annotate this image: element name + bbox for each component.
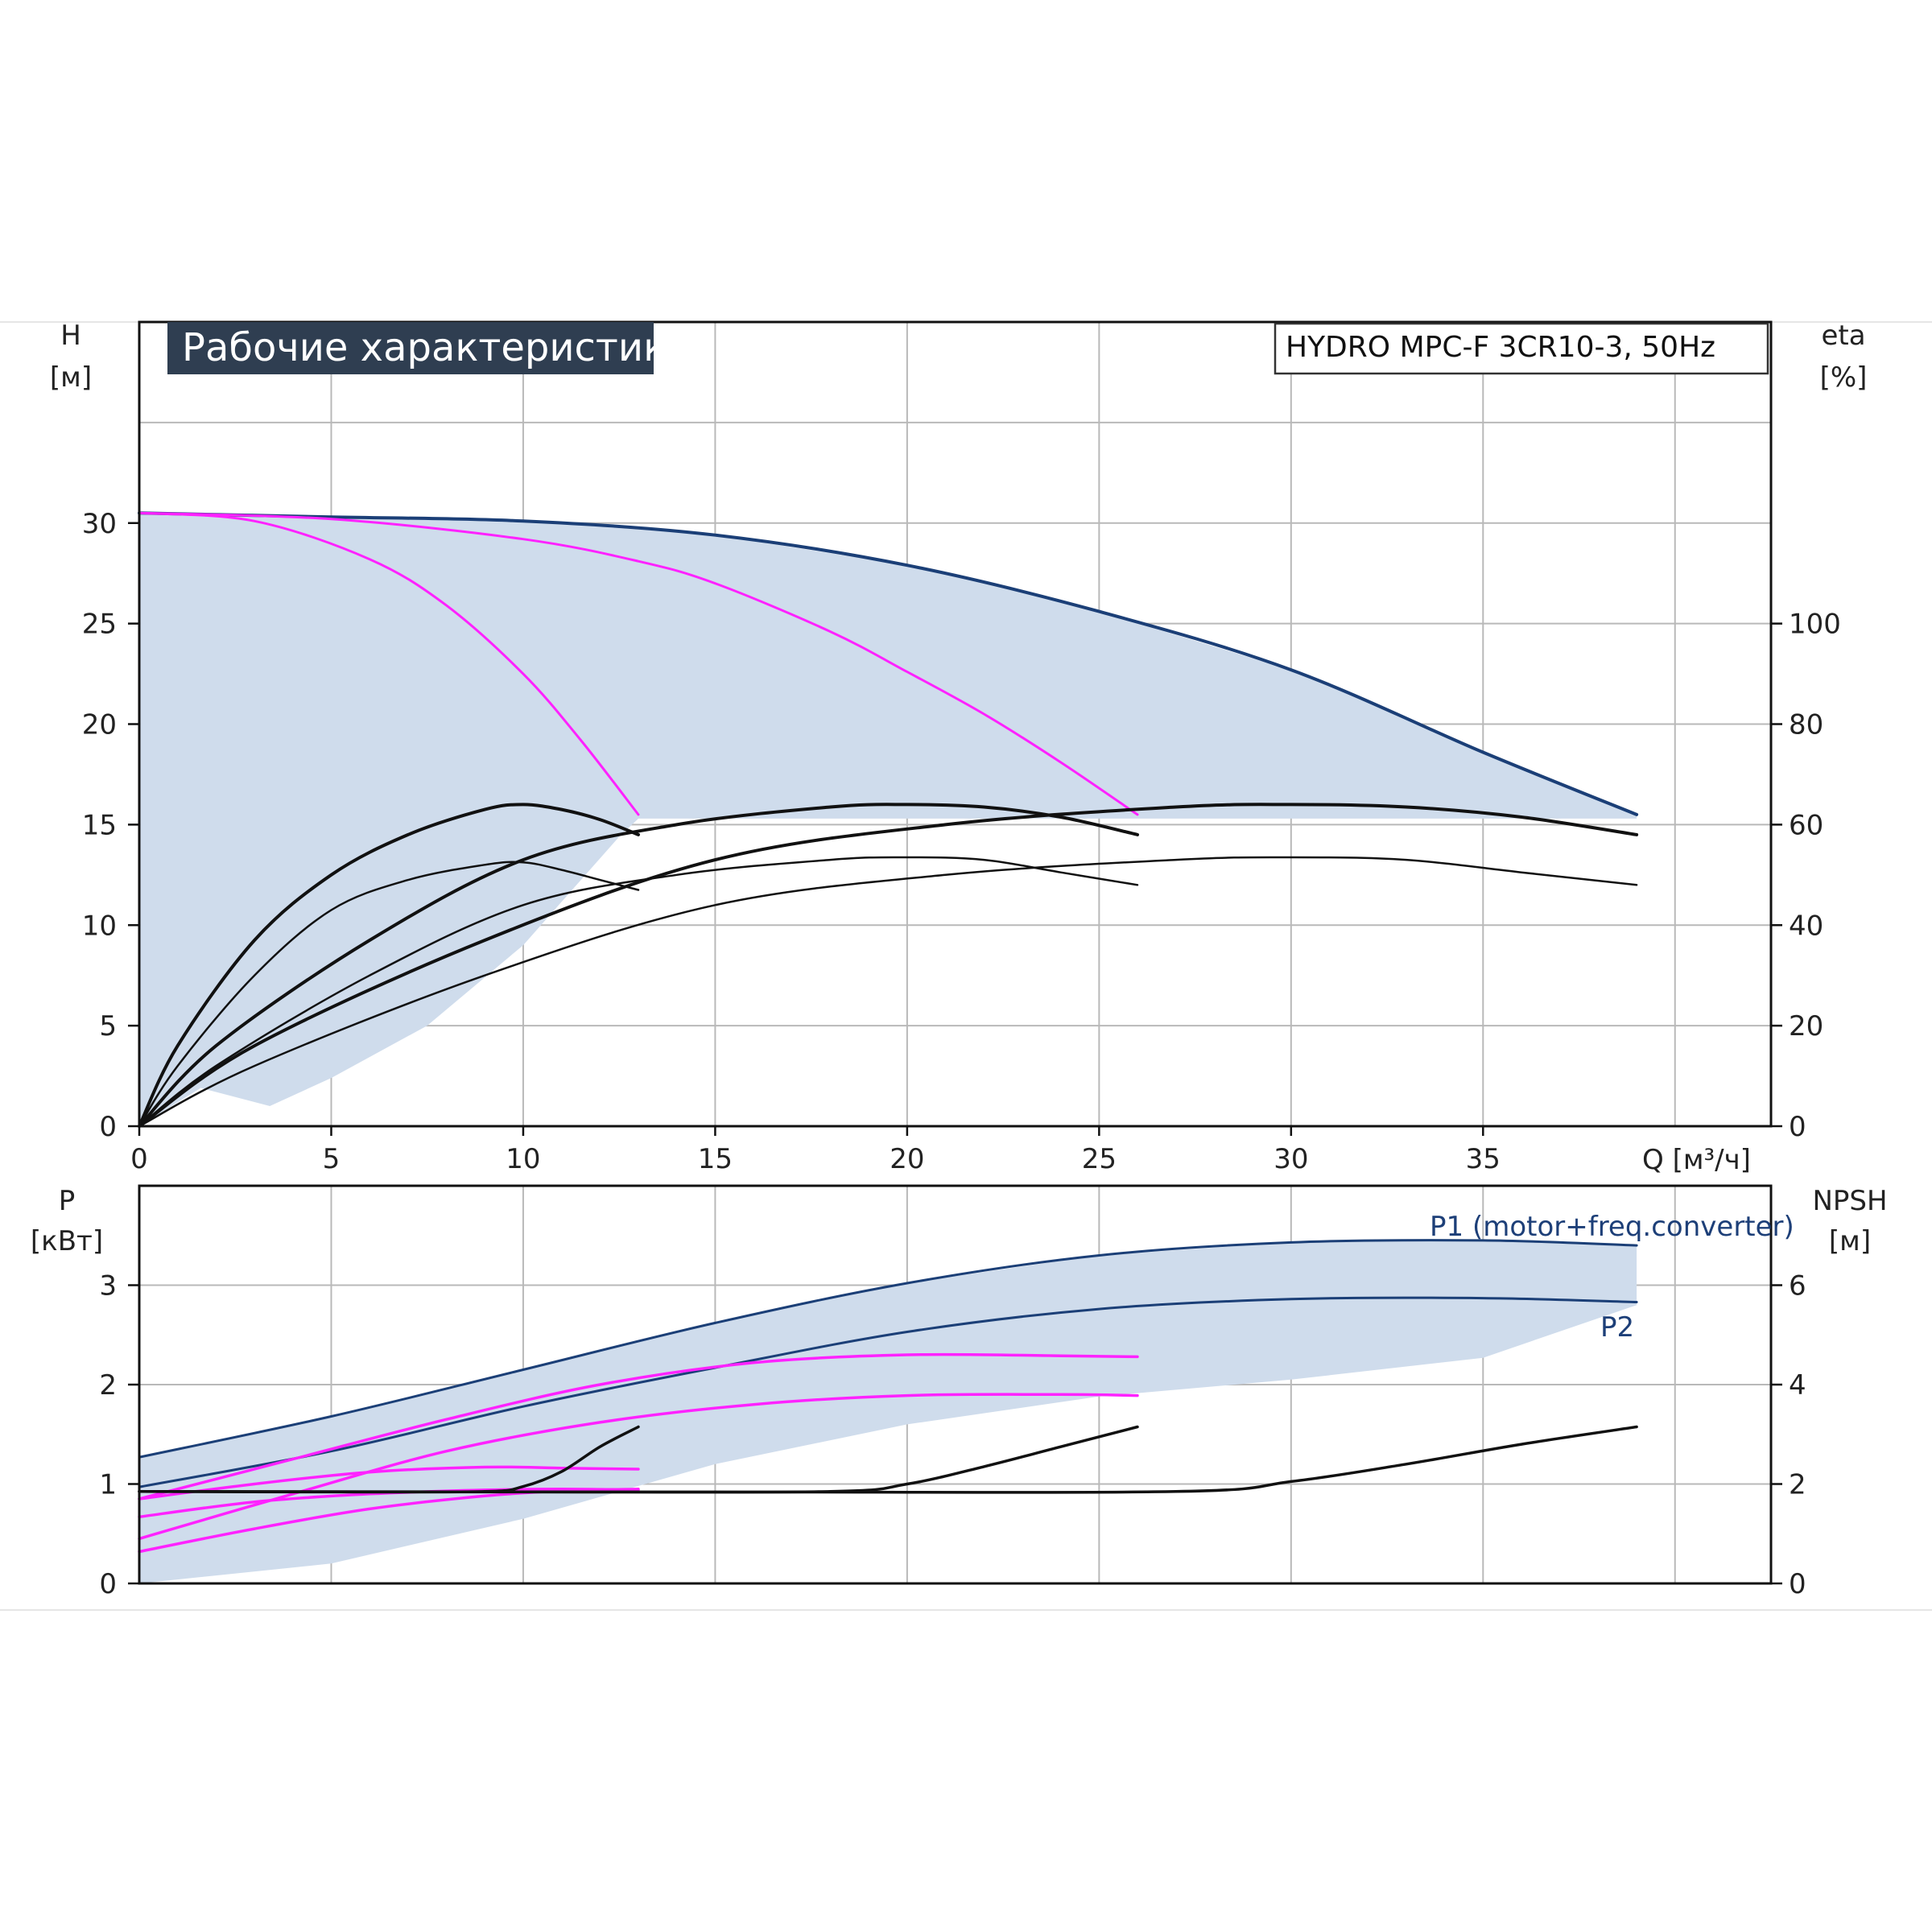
x-tick-label: 10 [506,1143,540,1175]
series-line-max_head-0 [138,511,1639,816]
p2-series-label: P2 [1600,1311,1634,1344]
x-axis-label: Q [м³/ч] [1642,1144,1751,1176]
head-plot-series [138,511,1639,1128]
series-line-reduced_power-2 [138,1465,640,1501]
chart-title-box [167,322,654,374]
y2-tick-label: 2 [1789,1469,1806,1501]
npsh-axis-unit: [м] [1829,1225,1871,1257]
series-line-reduced_head-2 [138,511,1139,816]
series-line-efficiency-6 [138,856,1139,1128]
p-axis-unit: [кВт] [31,1225,103,1257]
y-tick-label: 25 [82,609,117,641]
y2-tick-label: 100 [1789,609,1841,641]
x-tick-label: 25 [1082,1143,1117,1175]
y-tick-label: 3 [99,1270,117,1302]
power-operating-area [139,1240,1637,1583]
p-axis-name: P [59,1185,76,1217]
model-label-box [1274,322,1769,375]
series-line-max_power-1 [138,1296,1638,1488]
series-line-efficiency-7 [138,803,1639,1128]
y2-tick-label: 0 [1789,1111,1806,1143]
p1-series-label: P1 (motor+freq.converter) [1430,1211,1794,1243]
y-tick-label: 0 [99,1568,117,1600]
power-plot-series [138,1239,1638,1554]
x-tick-label: 35 [1466,1143,1501,1175]
y-tick-label: 30 [82,508,117,540]
x-tick-label: 5 [323,1143,341,1175]
y2-tick-label: 60 [1789,809,1823,841]
series-line-efficiency-3 [138,803,640,1128]
npsh-axis-name: NPSH [1812,1185,1887,1217]
x-tick-label: 0 [130,1143,148,1175]
head-operating-area [139,513,1637,1126]
y-tick-label: 1 [99,1469,117,1501]
y-tick-label: 2 [99,1369,117,1402]
y-tick-label: 15 [82,809,117,841]
series-line-reduced_head-1 [138,511,640,816]
y2-tick-label: 6 [1789,1270,1806,1302]
series-line-efficiency-4 [138,861,640,1128]
y2-tick-label: 40 [1789,910,1823,942]
y-tick-label: 0 [99,1111,117,1143]
y-tick-label: 10 [82,910,117,942]
power-npsh-plot: 0 1 2 3 0 2 4 6 P [кВт] NPSH [м] P1 (motor+freq… [31,1184,1888,1601]
head-efficiency-plot: 0 5 10 15 20 25 30 0 20 40 60 80 100 0 5 10 15 20 25 30 35 Р… [50,320,1868,1176]
model-label: HYDRO MPC-F 3CR10-3, 50Hz [1286,331,1715,364]
y2-tick-label: 80 [1789,709,1823,741]
y-tick-label: 5 [99,1010,117,1042]
y2-tick-label: 4 [1789,1369,1806,1402]
y-axis-unit: [м] [50,361,92,394]
chart-title: Рабочие характеристики [182,325,691,370]
y2-axis-name: eta [1821,320,1865,352]
y2-axis-unit: [%] [1820,361,1868,394]
y-tick-label: 20 [82,709,117,741]
series-line-reduced_power-4 [138,1352,1139,1501]
power-plot-ticks: 0 1 2 3 0 2 4 6 [99,1270,1806,1601]
head-plot-ticks: 0 5 10 15 20 25 30 0 20 40 60 80 100 0 5 10 15 20 25 30 35 [82,508,1841,1175]
y2-tick-label: 0 [1789,1568,1806,1600]
x-tick-label: 20 [890,1143,924,1175]
y-axis-name: H [60,320,81,352]
series-line-npsh-9 [138,1425,1638,1494]
x-tick-label: 30 [1274,1143,1308,1175]
y2-tick-label: 20 [1789,1010,1823,1042]
x-tick-label: 15 [698,1143,733,1175]
series-line-efficiency-8 [138,856,1638,1128]
series-line-efficiency-5 [138,803,1139,1128]
series-line-max_power-0 [138,1239,1638,1459]
